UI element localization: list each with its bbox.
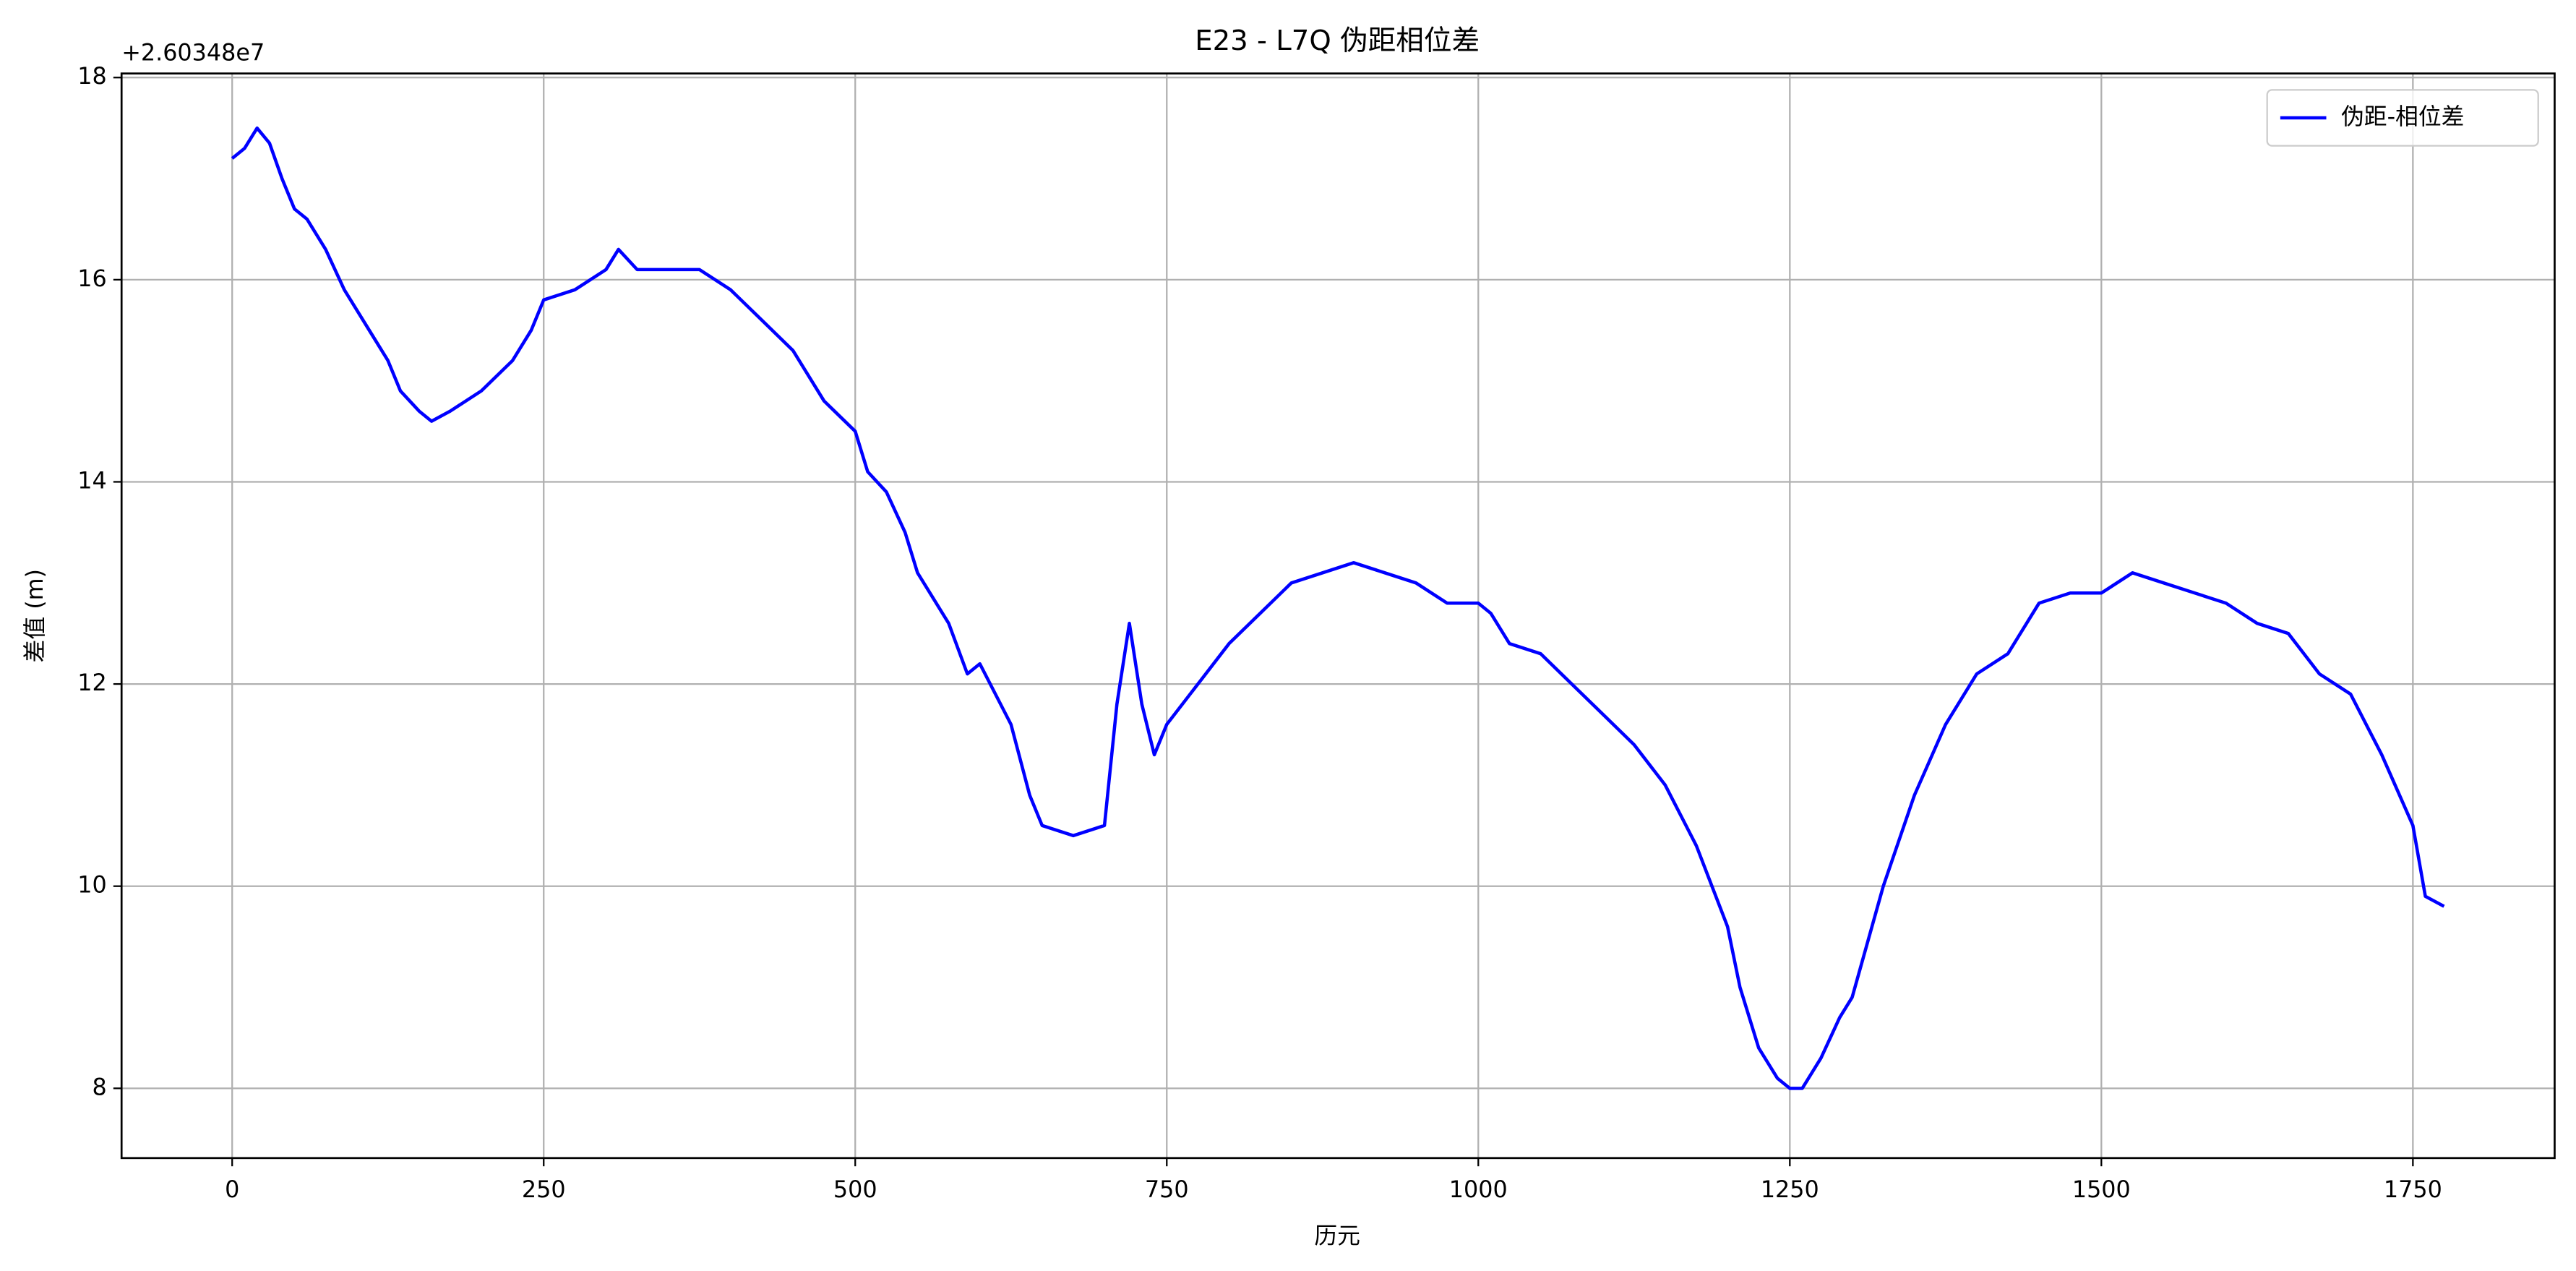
y-tick-label: 10 — [77, 871, 106, 899]
y-tick-label: 8 — [92, 1073, 106, 1100]
y-tick-label: 18 — [77, 62, 106, 90]
chart-title: E23 - L7Q 伪距相位差 — [1195, 25, 1480, 57]
legend-frame — [2266, 89, 2539, 147]
background — [0, 4, 2576, 1267]
legend: 伪距-相位差 — [2266, 89, 2539, 147]
x-tick-label: 1500 — [2072, 1176, 2131, 1203]
x-tick-label: 750 — [1145, 1176, 1189, 1203]
x-tick-label: 1250 — [1761, 1176, 1819, 1203]
plot-frame — [120, 72, 2556, 1160]
line-series — [231, 126, 2445, 1090]
x-tick-label: 1750 — [2384, 1176, 2442, 1203]
y-offset-label: +2.60348e7 — [121, 38, 265, 66]
x-tick-label: 1000 — [1449, 1176, 1508, 1203]
x-tick-label: 500 — [833, 1176, 877, 1203]
y-tick-label: 12 — [77, 669, 106, 696]
x-tick-label: 250 — [522, 1176, 566, 1203]
x-tick-label: 0 — [225, 1176, 239, 1203]
y-tick-label: 16 — [77, 265, 106, 292]
y-axis-label: 差值 (m) — [21, 569, 48, 663]
x-axis-label: 历元 — [1314, 1222, 1360, 1249]
legend-label: 伪距-相位差 — [2341, 103, 2465, 130]
y-tick-label: 14 — [77, 466, 106, 494]
